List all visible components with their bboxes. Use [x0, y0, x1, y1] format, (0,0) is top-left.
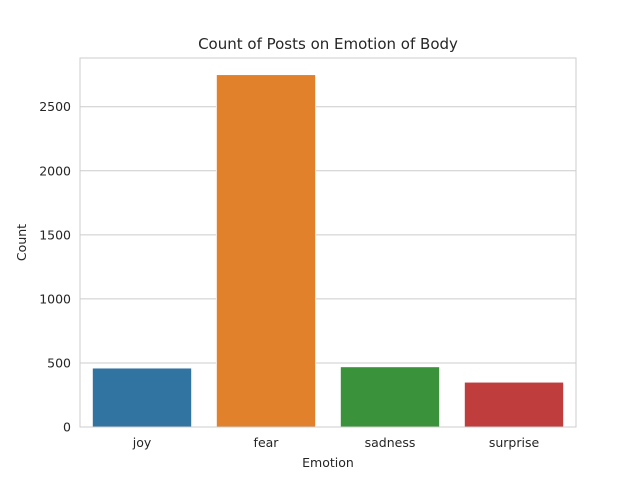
bars: [92, 74, 564, 428]
x-tick-label-fear: fear: [254, 435, 280, 450]
bar-sadness: [339, 366, 440, 428]
y-tick-label: 1000: [39, 291, 71, 306]
bar-joy: [92, 367, 192, 428]
bar-surprise: [463, 381, 564, 428]
x-axis-label: Emotion: [302, 455, 354, 470]
x-tick-label-surprise: surprise: [489, 435, 540, 450]
y-tick-label: 2000: [39, 163, 71, 178]
y-tick-label: 500: [47, 355, 71, 370]
bar-fear: [215, 74, 316, 428]
y-axis-label: Count: [14, 224, 29, 261]
x-tick-label-joy: joy: [132, 435, 152, 450]
chart-title: Count of Posts on Emotion of Body: [198, 35, 458, 53]
x-tick-labels: joy fear sadness surprise: [132, 435, 540, 450]
y-tick-label: 0: [63, 420, 71, 435]
y-tick-label: 2500: [39, 99, 71, 114]
x-tick-label-sadness: sadness: [365, 435, 416, 450]
y-tick-label: 1500: [39, 227, 71, 242]
plot-frame: [79, 57, 577, 428]
y-tick-labels: 0 500 1000 1500 2000 2500: [39, 99, 71, 434]
